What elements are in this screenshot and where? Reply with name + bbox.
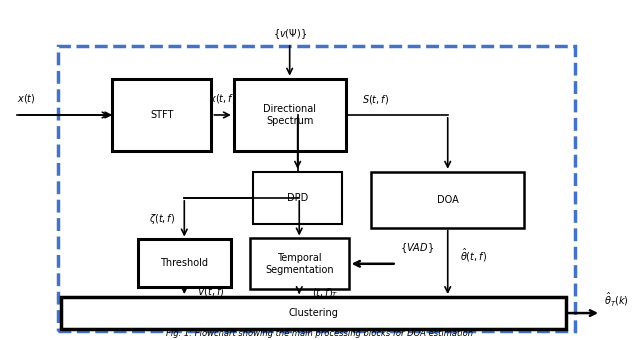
Text: DOA: DOA (437, 194, 459, 205)
Text: Clustering: Clustering (289, 308, 339, 318)
Text: Threshold: Threshold (160, 258, 208, 268)
Text: $x(t)$: $x(t)$ (17, 91, 35, 104)
Text: Temporal
Segmentation: Temporal Segmentation (265, 253, 333, 275)
FancyBboxPatch shape (371, 172, 524, 227)
Text: $\zeta(t,f)$: $\zeta(t,f)$ (149, 212, 175, 226)
FancyBboxPatch shape (253, 172, 342, 224)
FancyBboxPatch shape (250, 238, 349, 289)
Text: Directional
Spectrum: Directional Spectrum (263, 104, 316, 126)
FancyBboxPatch shape (61, 297, 566, 329)
Text: $x(t,f)$: $x(t,f)$ (209, 91, 236, 104)
Text: $(t,f)_T$: $(t,f)_T$ (312, 286, 339, 300)
Text: DPD: DPD (287, 193, 308, 203)
Text: $\{v(\Psi)\}$: $\{v(\Psi)\}$ (273, 28, 307, 41)
FancyBboxPatch shape (138, 239, 230, 287)
Text: $S(t,f)$: $S(t,f)$ (362, 93, 388, 106)
FancyBboxPatch shape (234, 79, 346, 151)
Text: $V(t,f)$: $V(t,f)$ (197, 285, 225, 299)
Text: $\{VAD\}$: $\{VAD\}$ (400, 242, 434, 255)
Text: $\hat{\theta}_T(k)$: $\hat{\theta}_T(k)$ (604, 291, 629, 308)
Text: $\hat{\theta}(t,f)$: $\hat{\theta}(t,f)$ (461, 247, 488, 264)
Text: STFT: STFT (150, 110, 173, 120)
FancyBboxPatch shape (113, 79, 211, 151)
Text: Fig. 1: Flowchart showing the main processing blocks for DOA estimation: Fig. 1: Flowchart showing the main proce… (166, 329, 474, 338)
